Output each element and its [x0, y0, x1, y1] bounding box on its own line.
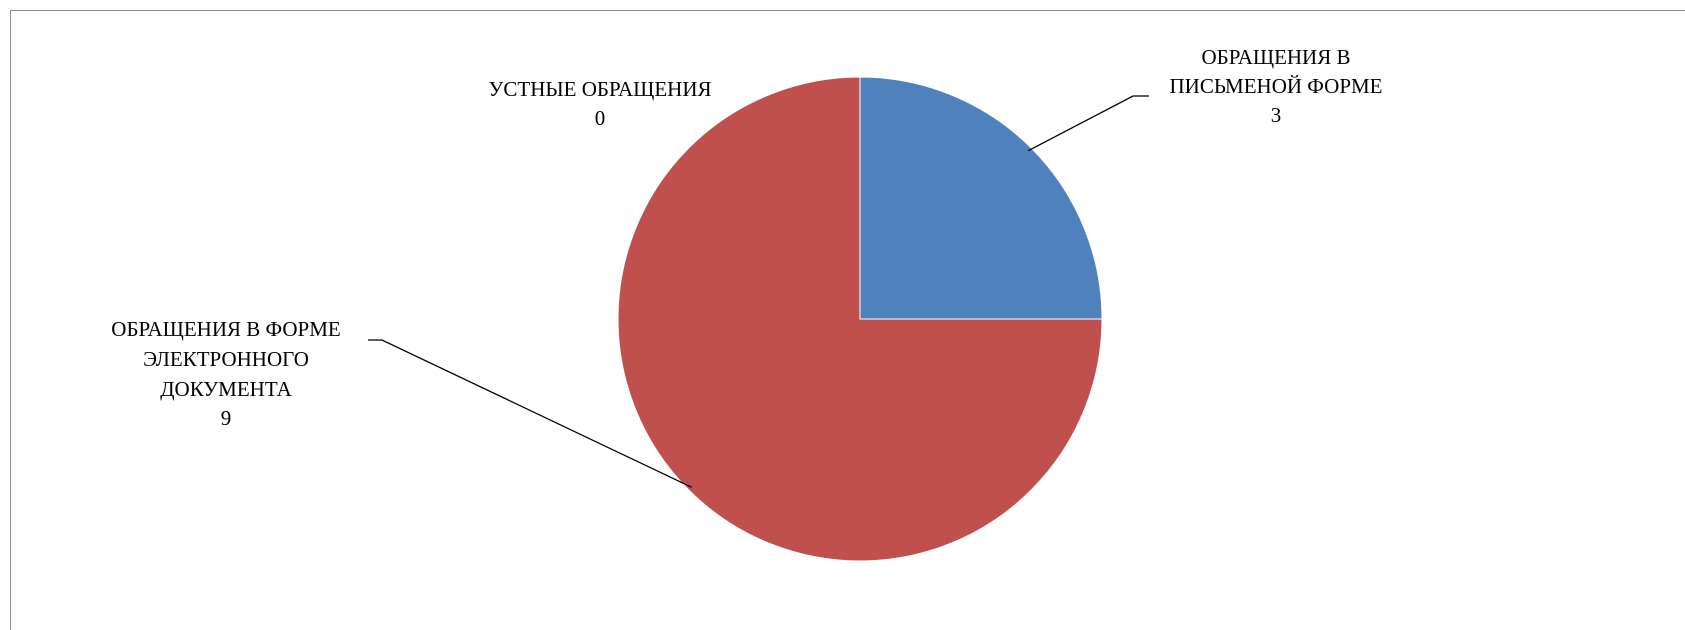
data-label-oral-line-1: УСТНЫЕ ОБРАЩЕНИЯ [489, 77, 712, 101]
data-label-written-line-2: ПИСЬМЕНОЙ ФОРМЕ [1170, 74, 1383, 98]
pie-slices [617, 76, 1103, 562]
pie-slice-2 [617, 76, 1103, 562]
data-label-written: ОБРАЩЕНИЯ В ПИСЬМЕНОЙ ФОРМЕ 3 [1170, 45, 1383, 127]
data-label-written-line-1: ОБРАЩЕНИЯ В [1202, 45, 1351, 69]
data-label-oral-value: 0 [595, 106, 606, 130]
leader-line-2 [368, 339, 692, 488]
data-label-electronic-line-3: ДОКУМЕНТА [160, 377, 292, 401]
data-label-electronic-line-1: ОБРАЩЕНИЯ В ФОРМЕ [111, 317, 340, 341]
data-label-electronic-value: 9 [221, 406, 232, 430]
data-label-electronic-line-2: ЭЛЕКТРОННОГО [143, 347, 309, 371]
data-label-oral: УСТНЫЕ ОБРАЩЕНИЯ 0 [489, 77, 712, 130]
data-label-electronic: ОБРАЩЕНИЯ В ФОРМЕ ЭЛЕКТРОННОГО ДОКУМЕНТА… [111, 317, 340, 430]
leader-lines [368, 95, 1149, 488]
leader-line-1 [1027, 95, 1149, 152]
data-label-written-value: 3 [1271, 103, 1282, 127]
pie-slice-1 [859, 76, 1103, 320]
